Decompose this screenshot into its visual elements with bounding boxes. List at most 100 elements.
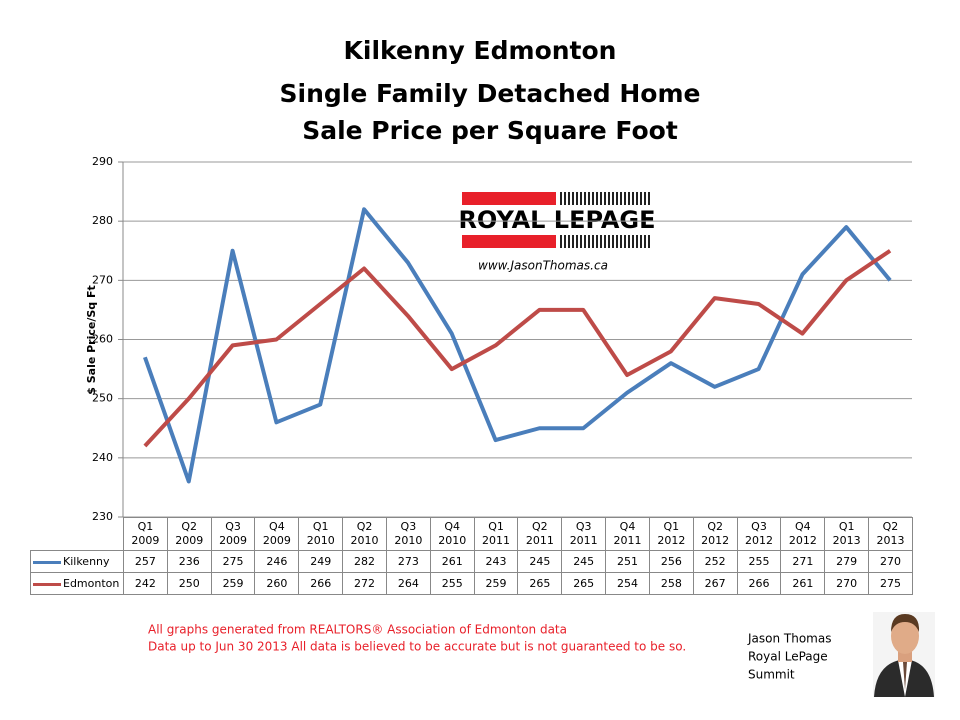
value-cell: 282 (342, 550, 387, 573)
value-cell: 245 (561, 550, 607, 573)
legend-entry: Kilkenny (30, 550, 124, 573)
chart-title: Single Family Detached Home (280, 79, 701, 108)
value-cell: 255 (736, 550, 782, 573)
value-cell: 279 (824, 550, 870, 573)
legend-entry: Edmonton (30, 572, 124, 595)
category-cell: Q1 2011 (473, 517, 519, 551)
data-table: Q1 2009 Q2 2009 Q3 2009 Q4 2009 Q1 2010 Q2 20… (30, 517, 913, 595)
x-tick-label: Q4 2010 (438, 520, 467, 547)
value-cell: 266 (298, 572, 344, 595)
value-cell: 254 (605, 572, 650, 595)
x-tick-label: Q3 2011 (569, 520, 598, 547)
logo-stripes (560, 192, 652, 205)
series-line (143, 207, 892, 484)
value-cell: 260 (254, 572, 300, 595)
value-cell: 255 (429, 572, 475, 595)
value-cell: 271 (780, 550, 826, 573)
legend-label: Kilkenny (63, 555, 110, 568)
x-tick-label: Q2 2011 (525, 520, 554, 547)
value-cell: 273 (385, 550, 431, 573)
logo-stripes (560, 235, 652, 248)
legend-key (33, 582, 61, 586)
category-cell: Q2 2009 (166, 517, 212, 551)
x-tick-label: Q3 2010 (394, 520, 423, 547)
category-cell: Q1 2013 (824, 517, 870, 551)
category-cell: Q4 2012 (780, 517, 826, 551)
value-cell: 264 (385, 572, 431, 595)
value-cell: 245 (517, 550, 563, 573)
category-cell: Q3 2011 (561, 517, 607, 551)
value-cell: 275 (210, 550, 256, 573)
x-tick-label: Q4 2012 (788, 520, 817, 547)
value-cell: 259 (210, 572, 256, 595)
y-tick-label: 290 (92, 155, 113, 168)
x-tick-label: Q1 2010 (306, 520, 335, 547)
table-row: Edmonton 242 250 259 260 266 272 264 255 259 265 26… (30, 572, 913, 595)
value-cell: 261 (780, 572, 826, 595)
value-cell: 272 (342, 572, 387, 595)
value-cell: 243 (473, 550, 519, 573)
author: Jason Thomas (747, 632, 831, 646)
footer-note: All graphs generated from REALTORS® Asso… (148, 623, 567, 637)
value-cell: 270 (824, 572, 870, 595)
category-cell: Q3 2009 (210, 517, 256, 551)
value-cell: 261 (429, 550, 475, 573)
category-cell: Q1 2009 (123, 517, 168, 551)
author: Royal LePage (748, 650, 828, 664)
author-photo (873, 612, 935, 697)
logo: ROYAL LEPAGE www.JasonThomas.ca (458, 192, 656, 273)
x-tick-label: Q1 2009 (131, 520, 160, 547)
value-cell: 267 (692, 572, 738, 595)
x-tick-label: Q1 2013 (832, 520, 861, 547)
x-tick-label: Q3 2009 (219, 520, 248, 547)
category-cell: Q1 2010 (298, 517, 344, 551)
category-cell: Q4 2010 (429, 517, 475, 551)
y-tick-label: 280 (92, 214, 113, 227)
value-cell: 259 (473, 572, 519, 595)
legend-key (33, 560, 61, 564)
x-tick-label: Q1 2011 (482, 520, 511, 547)
x-tick-label: Q3 2012 (745, 520, 773, 547)
table-header: Q1 2009 Q2 2009 Q3 2009 Q4 2009 Q1 2010 Q2 20… (30, 517, 913, 551)
value-cell: 236 (166, 550, 212, 573)
category-cell: Q3 2012 (736, 517, 782, 551)
value-cell: 246 (254, 550, 300, 573)
value-cell: 265 (561, 572, 607, 595)
category-cell: Q2 2011 (517, 517, 563, 551)
category-cell: Q2 2013 (868, 517, 913, 551)
value-cell: 242 (123, 572, 168, 595)
table-corner (30, 517, 124, 551)
x-tick-label: Q2 2012 (701, 520, 730, 547)
value-cell: 265 (517, 572, 563, 595)
author: Summit (748, 668, 795, 682)
value-cell: 275 (868, 572, 913, 595)
category-cell: Q2 2010 (342, 517, 387, 551)
y-tick-label: 270 (92, 273, 113, 286)
value-cell: 270 (868, 550, 913, 573)
x-tick-label: Q4 2009 (262, 520, 291, 547)
value-cell: 256 (648, 550, 694, 573)
table-row: Kilkenny 257 236 275 246 249 282 273 261 243 245 24… (30, 550, 913, 573)
y-tick-label: 260 (92, 333, 113, 346)
logo-brand: ROYAL LEPAGE (458, 206, 655, 234)
category-cell: Q3 2010 (385, 517, 431, 551)
x-tick-label: Q2 2009 (175, 520, 204, 547)
logo-bar (462, 235, 556, 248)
x-tick-label: Q2 2010 (350, 520, 379, 547)
chart-title: Sale Price per Square Foot (302, 116, 678, 145)
chart-title: Kilkenny Edmonton (344, 36, 617, 65)
logo-bar (462, 192, 556, 205)
y-axis-label: $ Sale Price/Sq Ft (85, 285, 98, 395)
logo-url: www.JasonThomas.ca (478, 259, 608, 273)
y-tick-label: 240 (92, 451, 113, 464)
x-tick-label: Q1 2012 (657, 520, 686, 547)
value-cell: 251 (605, 550, 650, 573)
value-cell: 250 (166, 572, 212, 595)
y-tick-label: 250 (92, 392, 113, 405)
category-cell: Q4 2011 (605, 517, 650, 551)
category-cell: Q4 2009 (254, 517, 300, 551)
category-cell: Q2 2012 (692, 517, 738, 551)
footer-note: Data up to Jun 30 2013 All data is belie… (148, 640, 686, 654)
value-cell: 266 (736, 572, 782, 595)
